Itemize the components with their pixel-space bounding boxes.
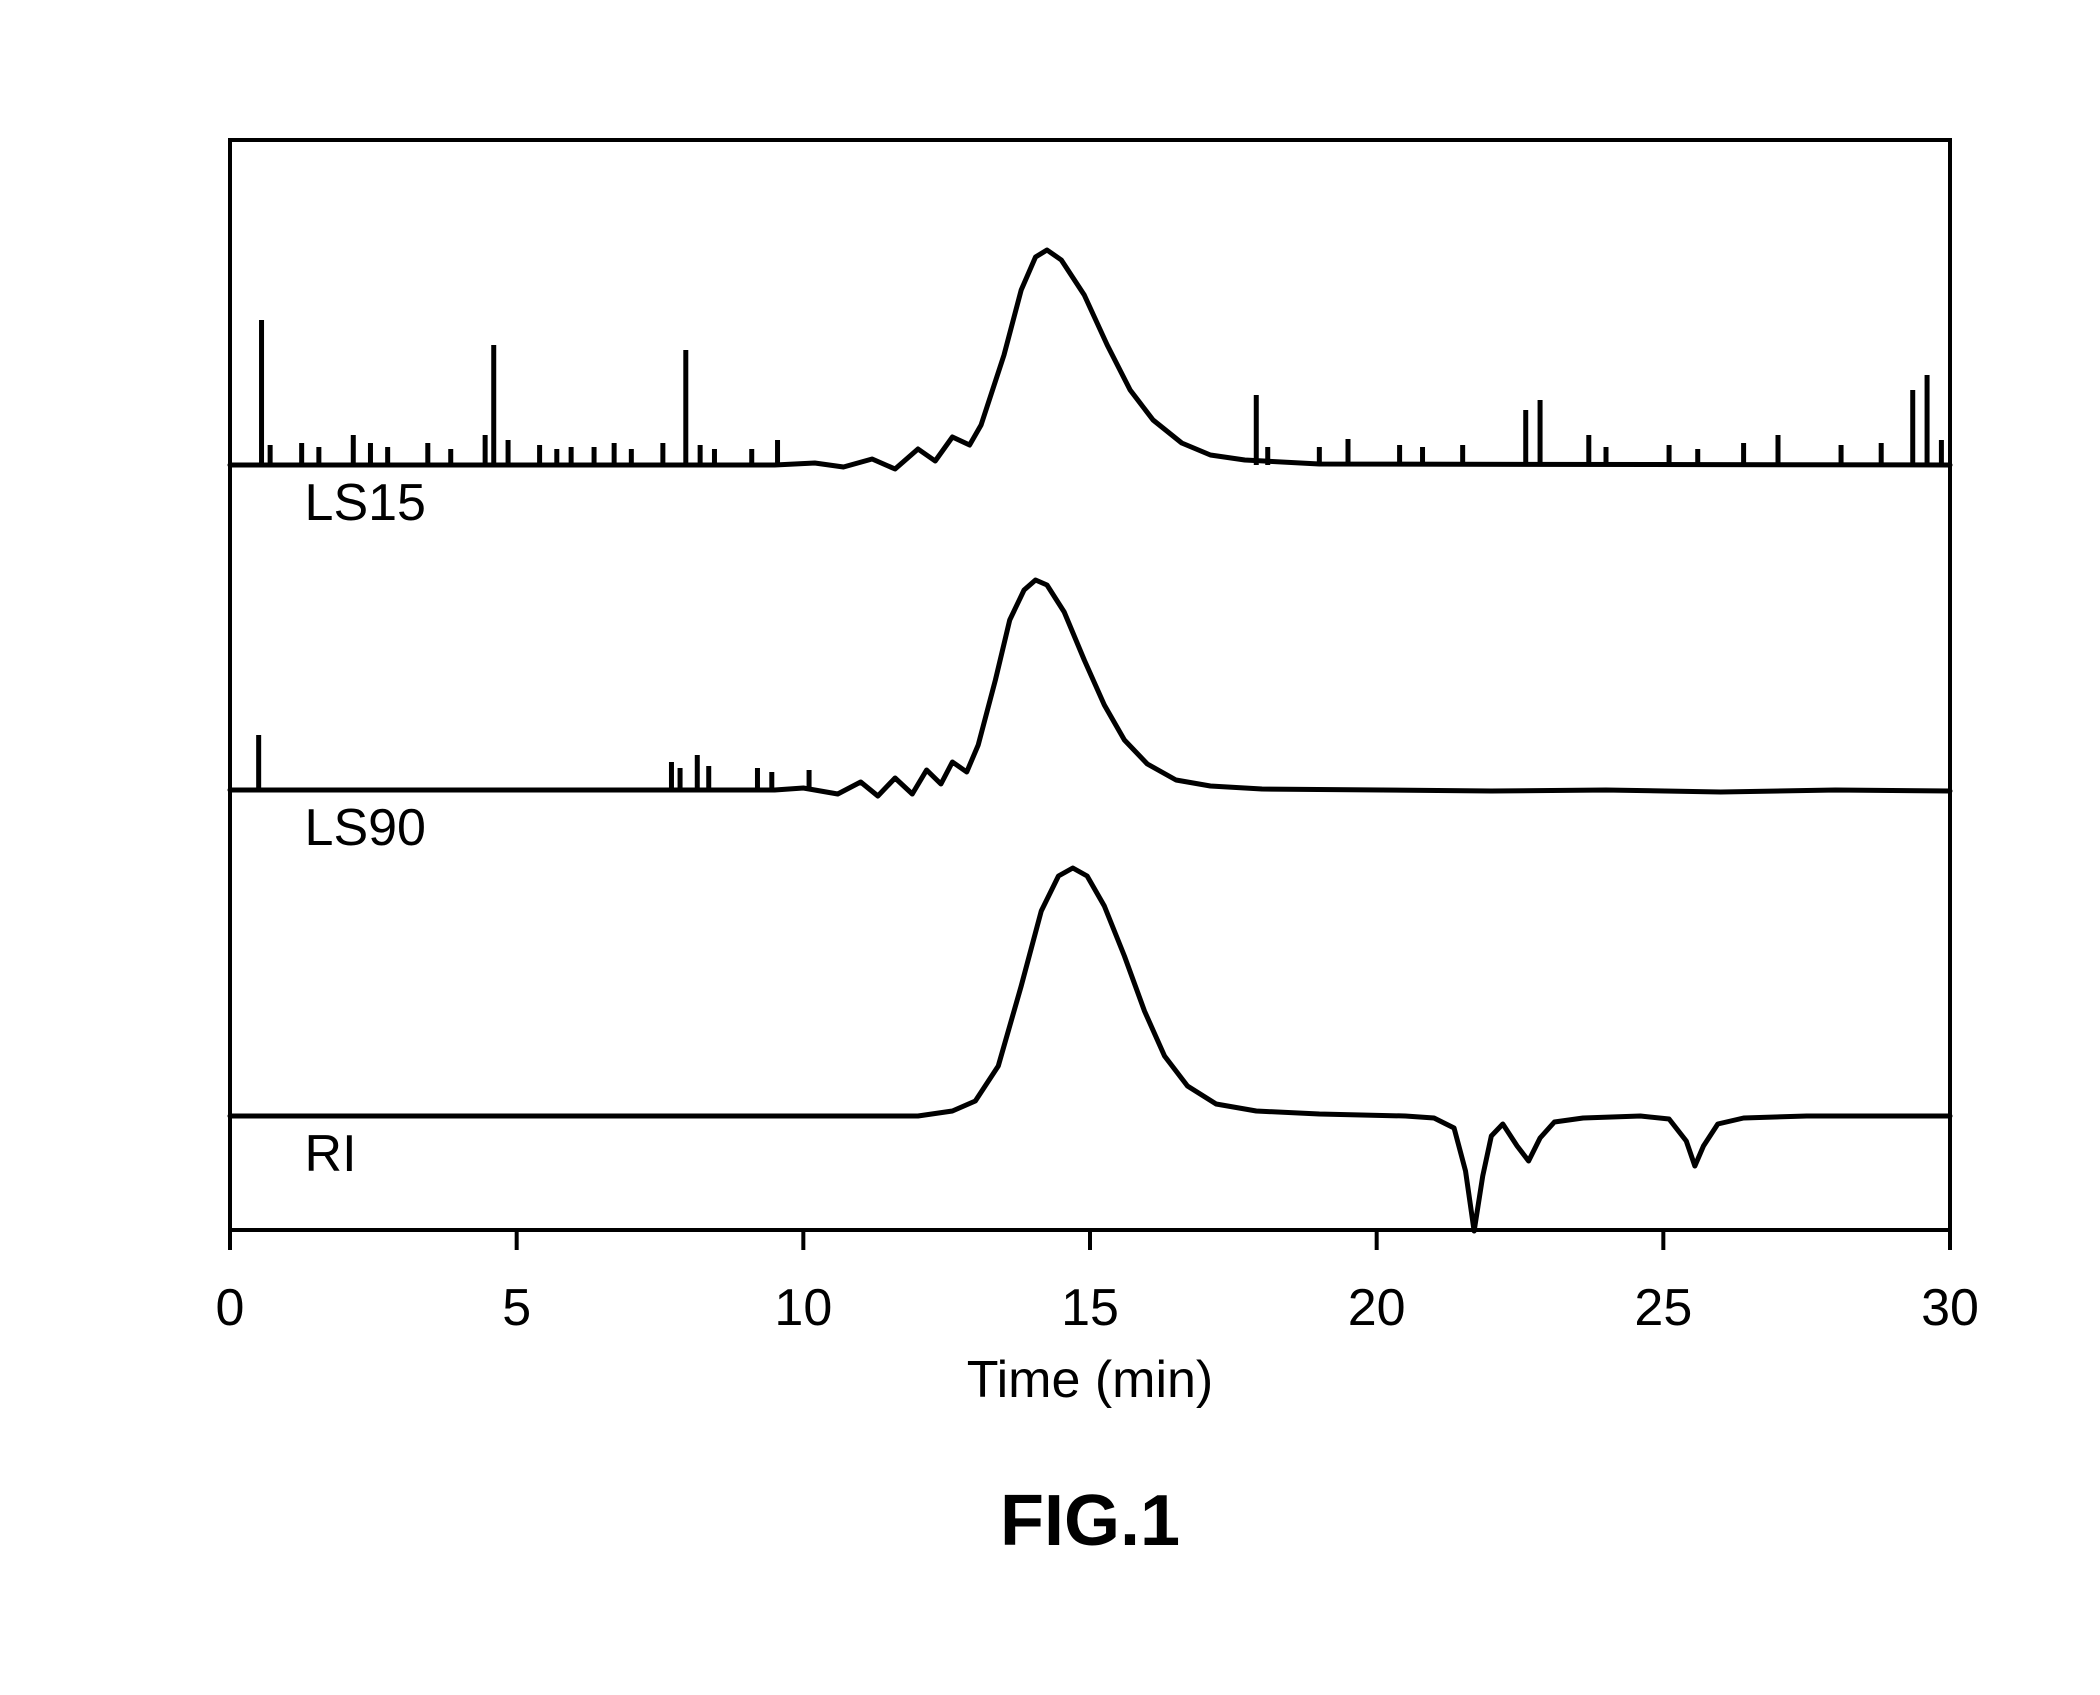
panel-label-ls90: LS90	[305, 798, 426, 858]
x-tick-label: 20	[1348, 1278, 1406, 1338]
figure-caption: FIG.1	[1000, 1480, 1180, 1562]
panel-label-ls15: LS15	[305, 473, 426, 533]
x-axis-title: Time (min)	[967, 1350, 1214, 1410]
x-tick-label: 10	[774, 1278, 832, 1338]
x-tick-label: 30	[1921, 1278, 1979, 1338]
panel-label-ri: RI	[305, 1124, 357, 1184]
x-tick-label: 15	[1061, 1278, 1119, 1338]
chart-container: LS15 LS90 RI 0 5 10 15 20 25 30 Time (min) FIG.1	[0, 0, 2100, 1690]
x-tick-label: 25	[1634, 1278, 1692, 1338]
x-tick-label: 5	[502, 1278, 531, 1338]
x-tick-label: 0	[216, 1278, 245, 1338]
